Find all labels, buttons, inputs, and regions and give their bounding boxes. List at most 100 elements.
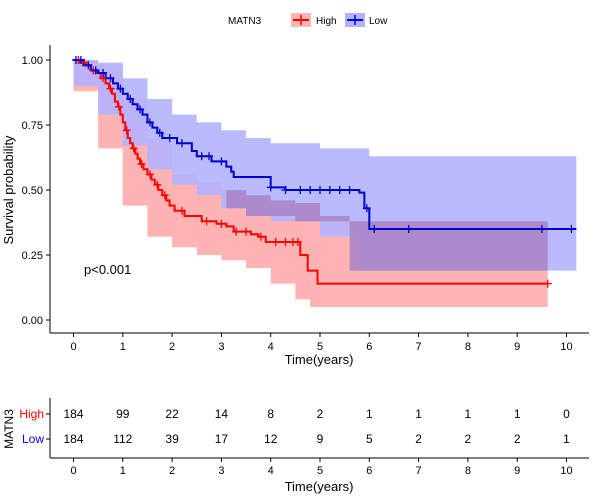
risk-cell: 2 [317,407,324,421]
censor-mark-high [122,126,131,135]
censor-mark-high [256,232,265,241]
censor-mark-low [362,204,371,213]
risk-x-tick-label: 5 [317,465,323,477]
censor-mark-low [217,157,226,166]
risk-x-tick-label: 3 [218,465,224,477]
censor-mark-low [370,225,379,233]
censor-mark-high [543,279,552,288]
censor-mark-high [106,84,115,93]
legend: MATN3 High Low [228,13,388,27]
censor-mark-low [91,66,100,75]
censor-mark-low [404,225,413,233]
censor-mark-high [160,191,169,200]
censor-mark-high [202,217,211,226]
censor-mark-low [116,84,125,93]
censor-mark-low [316,186,324,194]
risk-x-tick-label: 7 [416,465,422,477]
x-tick-label: 0 [70,341,76,353]
x-tick-label: 4 [268,341,274,353]
confidence-bands [73,60,577,307]
risk-cell: 2 [514,432,521,446]
risk-cell: 184 [63,407,83,421]
x-tick-label: 2 [169,341,175,353]
risk-cell: 22 [165,407,179,421]
censor-mark-low [136,105,145,114]
censor-mark-low [205,152,214,161]
censor-mark-low [281,186,290,194]
censor-mark-low [145,118,154,127]
risk-cell: 112 [113,432,132,446]
survival-line-high [73,59,548,285]
risk-x-tick-label: 1 [120,465,126,477]
censor-mark-high [137,160,146,168]
risk-cell: 39 [165,432,179,446]
legend-label-high: High [316,16,337,27]
main-axes: 0.00 0.25 0.50 0.75 1.00 0 1 2 3 4 5 6 7 8 9 10 [22,45,589,353]
x-tick-label: 6 [366,341,372,353]
y-tick-label: 1.00 [22,55,43,67]
risk-cell: 1 [563,432,570,446]
censor-mark-high [153,180,162,189]
risk-cell: 99 [116,407,130,421]
censor-mark-low [177,139,186,148]
risk-cell: 1 [465,407,472,421]
x-axis-label: Time(years) [285,352,354,367]
risk-cell: 1 [514,407,521,421]
risk-cell: 12 [264,432,278,446]
censor-mark-low [325,186,334,194]
risk-cell: 17 [215,432,229,446]
censor-mark-low [537,225,546,233]
y-tick-label: 0.00 [22,315,43,327]
x-tick-label: 10 [560,341,572,353]
x-tick-label: 8 [465,341,471,353]
ci-band-low [73,60,577,271]
risk-x-tick-label: 2 [169,465,175,477]
risk-cell: 184 [63,432,83,446]
censor-mark-low [335,186,344,194]
risk-row-label-high: High [19,407,44,421]
risk-cell: 8 [267,407,274,421]
p-value-annotation: p<0.001 [84,262,131,277]
censor-mark-high [217,219,226,228]
x-tick-label: 1 [120,341,126,353]
censor-mark-high [293,238,302,246]
x-tick-label: 9 [514,341,520,353]
censor-mark-high [129,144,138,153]
y-tick-label: 0.25 [22,250,43,262]
censor-mark-low [99,69,108,77]
censor-mark-high [281,238,290,246]
x-tick-label: 7 [416,341,422,353]
risk-cell: 9 [317,432,324,446]
legend-title: MATN3 [228,16,262,27]
risk-cell: 1 [415,407,422,421]
censor-mark-low [165,134,174,142]
censor-mark-low [76,56,85,64]
risk-x-tick-label: 6 [366,465,372,477]
risk-cell: 2 [415,432,422,446]
censor-mark-low [266,183,275,192]
censor-mark-low [155,128,164,137]
censor-mark-high [242,227,251,236]
censor-marks [71,56,576,288]
risk-x-tick-label: 9 [514,465,520,477]
risk-x-tick-label: 4 [268,465,274,477]
risk-x-tick-label: 10 [560,465,572,477]
censor-mark-low [306,186,315,194]
y-axis-label: Survival probability [1,135,16,245]
censor-mark-low [296,186,305,194]
risk-y-axis-label: MATN3 [2,409,16,449]
censor-mark-high [271,238,280,246]
censor-mark-low [126,95,135,103]
y-tick-label: 0.75 [22,120,43,132]
risk-x-tick-label: 0 [70,465,76,477]
censor-mark-low [567,225,576,233]
risk-cell: 0 [563,407,570,421]
risk-x-tick-label: 8 [465,465,471,477]
legend-label-low: Low [369,16,388,27]
censor-mark-high [177,206,186,215]
ci-band-overlap [226,190,548,271]
censor-mark-low [84,61,93,70]
risk-x-axis-label: Time(years) [285,479,354,494]
risk-cell: 5 [366,432,373,446]
